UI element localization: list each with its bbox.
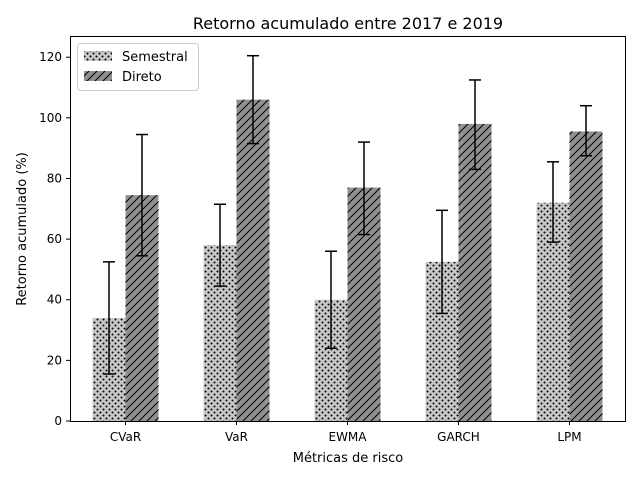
x-tick-label-garch: GARCH [437,430,480,444]
y-axis-label: Retorno acumulado (%) [15,152,30,306]
error-bar-direto-ewma [358,141,370,236]
y-tick-label: 60 [47,232,62,246]
bar-direto-garch [458,123,492,421]
bar-direto-lpm [569,131,603,421]
bars-group [92,99,603,422]
y-tick-label: 40 [47,293,62,307]
bar-direto-var [236,99,270,422]
y-tick-label: 0 [54,414,62,428]
legend-swatch-semestral [84,51,112,61]
x-tick-label-cvar: CVaR [110,430,141,444]
error-bar-direto-garch [469,79,481,171]
error-bar-semestral-lpm [547,161,559,243]
y-tick-label: 80 [47,171,62,185]
x-tick-label-ewma: EWMA [328,430,367,444]
y-tick-label: 100 [39,111,62,125]
y-tick-label: 120 [39,50,62,64]
error-bar-direto-var [247,54,259,145]
error-bars-group [103,54,592,375]
legend: Semestral Direto [77,43,199,91]
y-tick-label: 20 [47,353,62,367]
x-axis-label: Métricas de risco [293,451,404,466]
x-axis: CVaR VaR EWMA GARCH LPM [110,421,582,444]
error-bar-direto-lpm [580,104,592,157]
legend-swatch-direto [84,71,112,81]
legend-label-direto: Direto [122,70,162,85]
y-axis: 0 20 40 60 80 100 120 [39,50,70,428]
error-bar-semestral-ewma [325,250,337,349]
error-bar-direto-cvar [136,133,148,257]
error-bar-semestral-cvar [103,261,115,375]
chart-title: Retorno acumulado entre 2017 e 2019 [193,14,503,33]
x-tick-label-var: VaR [225,430,248,444]
x-tick-label-lpm: LPM [557,430,581,444]
legend-label-semestral: Semestral [122,50,188,65]
error-bar-semestral-garch [436,209,448,315]
error-bar-semestral-var [214,203,226,287]
